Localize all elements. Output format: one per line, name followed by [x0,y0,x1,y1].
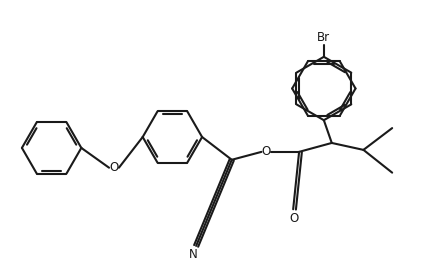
Text: O: O [289,212,299,225]
Text: O: O [262,145,271,158]
Text: O: O [109,161,119,174]
Text: Br: Br [317,31,330,44]
Text: N: N [189,248,197,261]
